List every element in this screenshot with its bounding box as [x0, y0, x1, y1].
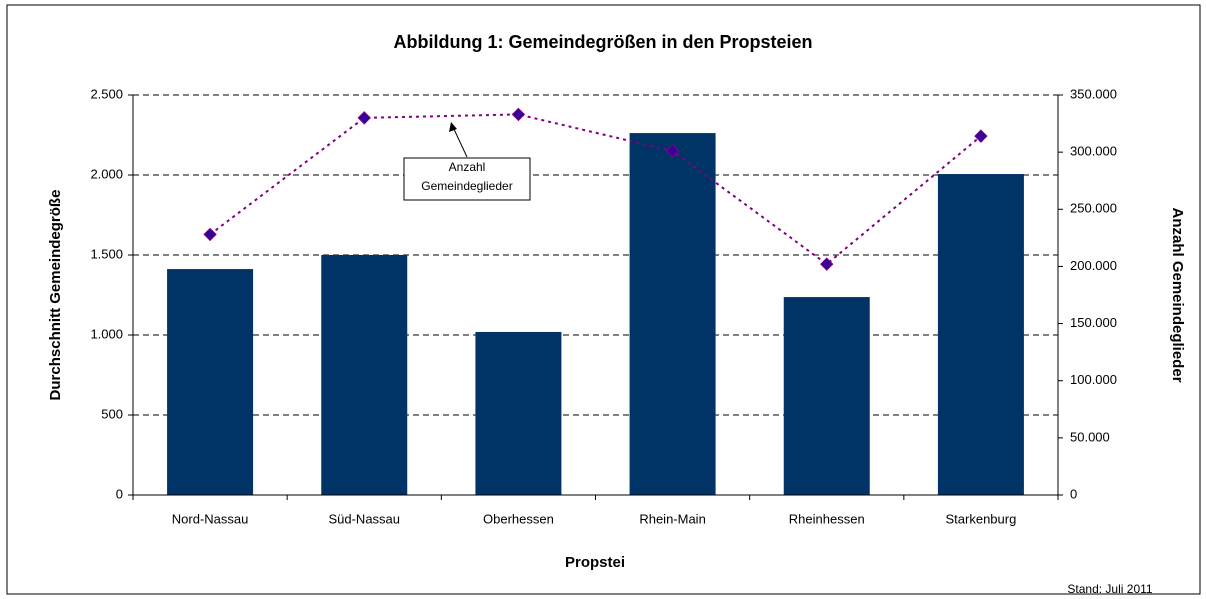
bar [783, 297, 870, 495]
marker [820, 257, 834, 271]
marker [357, 111, 371, 125]
y2-tick-label: 350.000 [1070, 86, 1117, 101]
y2-tick-label: 200.000 [1070, 258, 1117, 273]
y-tick-label: 1.000 [90, 326, 123, 341]
x-axis-title: Propstei [565, 554, 625, 571]
bar [475, 331, 562, 495]
annotation-box [403, 157, 531, 201]
y2-tick-label: 300.000 [1070, 144, 1117, 159]
x-tick-label: Süd-Nassau [328, 511, 400, 526]
bar [167, 269, 254, 495]
marker [203, 227, 217, 242]
x-tick-label: Oberhessen [483, 511, 554, 526]
bar [321, 255, 408, 495]
x-tick-label: Nord-Nassau [172, 511, 249, 526]
y-tick-label: 1.500 [90, 246, 123, 261]
y2-axis-title: Anzahl Gemeindeglieder [1169, 207, 1186, 382]
y2-tick-label: 0 [1070, 486, 1077, 501]
marker [511, 107, 526, 122]
x-tick-label: Rhein-Main [639, 511, 705, 526]
annotation: Gemeindeglieder [421, 179, 512, 193]
annotation: Anzahl [449, 160, 486, 174]
bar [629, 133, 716, 495]
marker [974, 129, 988, 143]
bar [937, 174, 1024, 496]
y2-tick-label: 150.000 [1070, 315, 1117, 330]
footnote: Stand: Juli 2011 [1067, 582, 1152, 596]
y-tick-label: 0 [116, 486, 123, 501]
annotation-arrow [452, 126, 468, 158]
chart-title: Abbildung 1: Gemeindegrößen in den Props… [393, 32, 812, 52]
x-tick-label: Rheinhessen [789, 511, 865, 526]
line [209, 113, 982, 266]
y-axis-title: Durchschnitt Gemeindegröße [47, 190, 64, 401]
y2-tick-label: 250.000 [1070, 201, 1117, 216]
y2-tick-label: 50.000 [1070, 429, 1110, 444]
x-tick-label: Starkenburg [946, 511, 1017, 526]
y-tick-label: 500 [101, 406, 123, 421]
y-tick-label: 2.000 [90, 166, 123, 181]
annotation-arrowhead [449, 122, 457, 132]
y-tick-label: 2.500 [90, 86, 123, 101]
y2-tick-label: 100.000 [1070, 372, 1117, 387]
marker [665, 144, 680, 158]
